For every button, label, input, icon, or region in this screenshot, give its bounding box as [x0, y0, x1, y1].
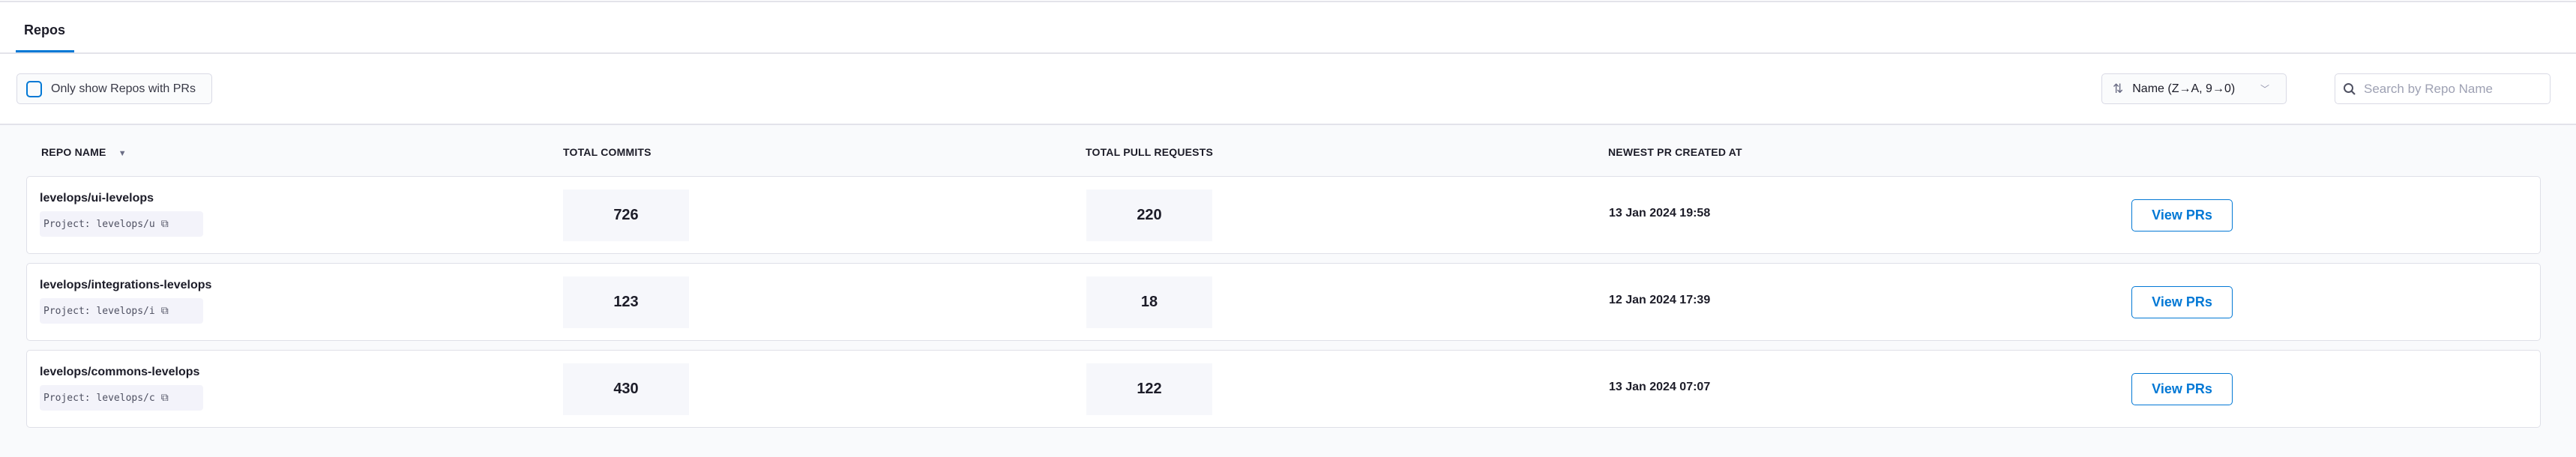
column-label: REPO NAME — [41, 146, 106, 158]
tab-divider — [0, 52, 2576, 54]
search-box[interactable] — [2335, 73, 2551, 104]
sort-value: Name (Z→A, 9→0) — [2132, 82, 2236, 95]
column-header-newest-pr: NEWEST PR CREATED AT — [1608, 146, 1742, 158]
table-row: levelops/integrations-levelops Project: … — [26, 263, 2541, 341]
top-border — [0, 0, 2576, 2]
chevron-down-icon: ﹀ — [2260, 84, 2269, 94]
total-prs: 220 — [1086, 190, 1212, 241]
total-commits: 430 — [563, 363, 689, 415]
project-chip: Project: levelops/u ⧉ — [40, 211, 203, 237]
table-row: levelops/ui-levelops Project: levelops/u… — [26, 176, 2541, 254]
total-prs: 18 — [1086, 276, 1212, 328]
only-show-repos-with-prs-checkbox[interactable]: Only show Repos with PRs — [16, 73, 212, 104]
project-chip: Project: levelops/c ⧉ — [40, 385, 203, 411]
column-header-total-prs: TOTAL PULL REQUESTS — [1086, 146, 1214, 158]
total-commits: 123 — [563, 276, 689, 328]
repo-name: levelops/commons-levelops — [40, 366, 200, 378]
view-prs-button[interactable]: View PRs — [2131, 286, 2233, 318]
search-input[interactable] — [2364, 81, 2536, 97]
view-prs-button[interactable]: View PRs — [2131, 373, 2233, 405]
newest-pr-date: 13 Jan 2024 07:07 — [1609, 381, 1711, 393]
view-prs-button[interactable]: View PRs — [2131, 199, 2233, 231]
tab-repos[interactable]: Repos — [24, 22, 66, 37]
project-label: Project: levelops/u — [43, 218, 155, 230]
column-header-repo-name[interactable]: REPO NAME ▼ — [41, 146, 127, 158]
total-prs: 122 — [1086, 363, 1212, 415]
sort-dropdown[interactable]: ⇅ Name (Z→A, 9→0) ﹀ — [2101, 73, 2287, 104]
repo-name: levelops/ui-levelops — [40, 192, 154, 205]
table-row: levelops/commons-levelops Project: level… — [26, 350, 2541, 428]
newest-pr-date: 13 Jan 2024 19:58 — [1609, 207, 1711, 220]
project-label: Project: levelops/i — [43, 305, 155, 317]
total-commits: 726 — [563, 190, 689, 241]
newest-pr-date: 12 Jan 2024 17:39 — [1609, 294, 1711, 306]
project-label: Project: levelops/c — [43, 392, 155, 404]
sort-arrows-icon: ⇅ — [2113, 81, 2124, 96]
repo-name: levelops/integrations-levelops — [40, 279, 212, 291]
active-tab-indicator — [16, 50, 74, 52]
copy-icon[interactable]: ⧉ — [160, 392, 169, 404]
copy-icon[interactable]: ⧉ — [160, 305, 169, 317]
copy-icon[interactable]: ⧉ — [160, 218, 169, 230]
search-icon — [2344, 82, 2356, 95]
checkbox-icon[interactable] — [26, 80, 42, 97]
sort-desc-icon: ▼ — [118, 149, 127, 158]
checkbox-label: Only show Repos with PRs — [51, 82, 196, 95]
column-header-total-commits: TOTAL COMMITS — [563, 146, 651, 158]
project-chip: Project: levelops/i ⧉ — [40, 298, 203, 324]
